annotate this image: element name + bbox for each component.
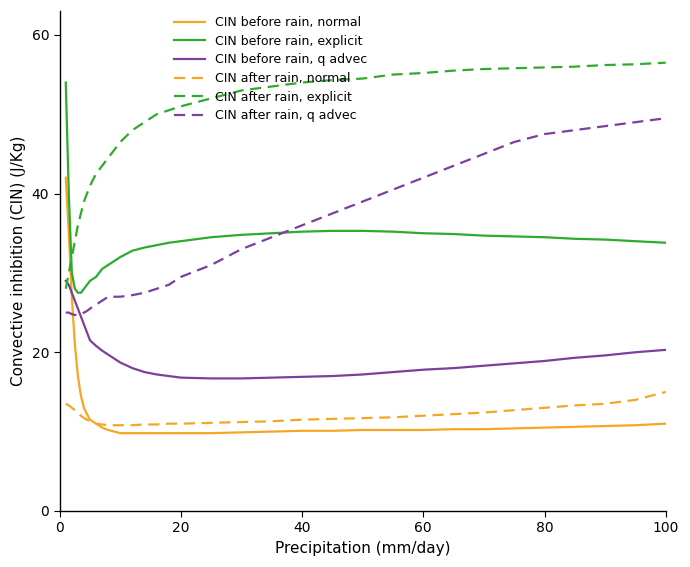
X-axis label: Precipitation (mm/day): Precipitation (mm/day) xyxy=(275,541,451,556)
Legend: CIN before rain, normal, CIN before rain, explicit, CIN before rain, q advec, CI: CIN before rain, normal, CIN before rain… xyxy=(169,11,373,127)
Y-axis label: Convective inhibition (CIN) (J/Kg): Convective inhibition (CIN) (J/Kg) xyxy=(11,136,26,386)
